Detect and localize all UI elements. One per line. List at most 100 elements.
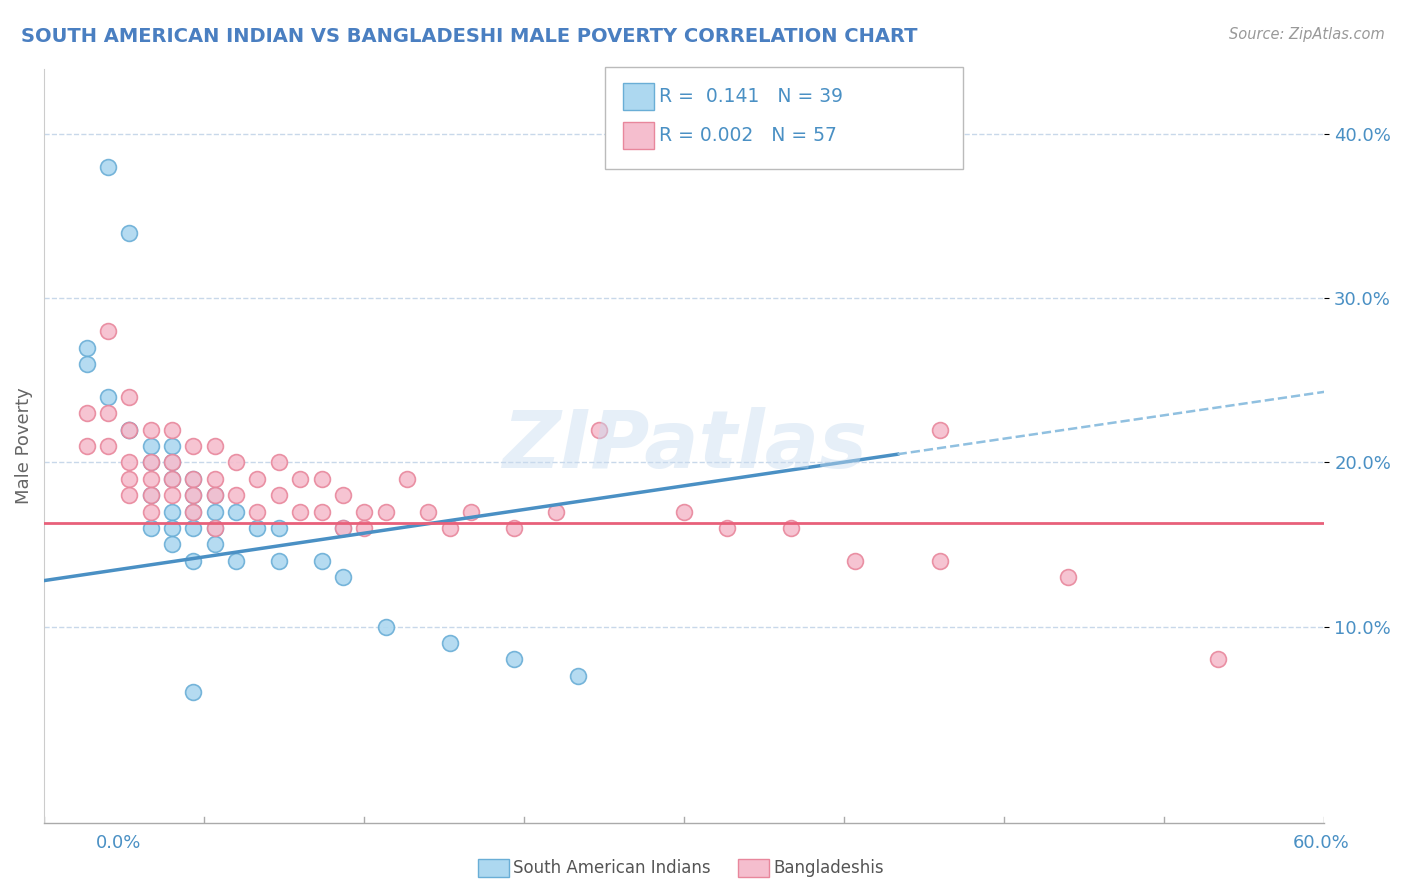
Point — [460, 505, 482, 519]
Point — [118, 472, 141, 486]
Point — [97, 439, 120, 453]
Point — [160, 521, 183, 535]
Point — [118, 390, 141, 404]
Point — [160, 423, 183, 437]
Point — [353, 521, 375, 535]
Point — [246, 505, 269, 519]
Point — [204, 472, 226, 486]
Point — [139, 472, 162, 486]
Point — [929, 554, 952, 568]
Point — [204, 439, 226, 453]
Point — [225, 455, 247, 469]
Point — [332, 488, 354, 502]
Point — [332, 521, 354, 535]
Point — [183, 685, 205, 699]
Point — [311, 554, 333, 568]
Point — [439, 521, 461, 535]
Text: 60.0%: 60.0% — [1294, 834, 1350, 852]
Point — [160, 472, 183, 486]
Point — [183, 488, 205, 502]
Point — [246, 472, 269, 486]
Point — [139, 505, 162, 519]
Point — [160, 505, 183, 519]
Point — [183, 472, 205, 486]
Text: R =  0.141   N = 39: R = 0.141 N = 39 — [659, 87, 844, 106]
Point — [97, 324, 120, 338]
Point — [139, 455, 162, 469]
Point — [139, 488, 162, 502]
Point — [288, 472, 311, 486]
Point — [929, 423, 952, 437]
Point — [160, 472, 183, 486]
Text: R = 0.002   N = 57: R = 0.002 N = 57 — [659, 126, 838, 145]
Point — [374, 505, 396, 519]
Text: ZIPatlas: ZIPatlas — [502, 407, 866, 485]
Point — [97, 406, 120, 420]
Point — [1206, 652, 1229, 666]
Point — [139, 455, 162, 469]
Point — [183, 505, 205, 519]
Point — [118, 226, 141, 240]
Point — [311, 505, 333, 519]
Point — [225, 488, 247, 502]
Point — [204, 505, 226, 519]
Point — [118, 423, 141, 437]
Point — [160, 439, 183, 453]
Point — [418, 505, 440, 519]
Point — [160, 455, 183, 469]
Point — [502, 652, 524, 666]
Point — [567, 669, 589, 683]
Point — [76, 439, 98, 453]
Point — [160, 537, 183, 551]
Point — [139, 521, 162, 535]
Point — [225, 554, 247, 568]
Text: South American Indians: South American Indians — [513, 859, 711, 877]
Point — [332, 570, 354, 584]
Point — [118, 423, 141, 437]
Point — [267, 521, 290, 535]
Point — [183, 521, 205, 535]
Point — [204, 488, 226, 502]
Point — [183, 505, 205, 519]
Point — [267, 488, 290, 502]
Point — [267, 455, 290, 469]
Point — [502, 521, 524, 535]
Point — [204, 521, 226, 535]
Point — [139, 488, 162, 502]
Point — [204, 537, 226, 551]
Point — [118, 488, 141, 502]
Point — [353, 505, 375, 519]
Point — [246, 521, 269, 535]
Point — [183, 488, 205, 502]
Point — [374, 619, 396, 633]
Point — [844, 554, 866, 568]
Point — [139, 423, 162, 437]
Point — [76, 341, 98, 355]
Point — [139, 439, 162, 453]
Point — [267, 554, 290, 568]
Point — [225, 505, 247, 519]
Point — [183, 472, 205, 486]
Point — [118, 455, 141, 469]
Point — [204, 488, 226, 502]
Point — [546, 505, 568, 519]
Point — [439, 636, 461, 650]
Point — [311, 472, 333, 486]
Point — [780, 521, 803, 535]
Text: Source: ZipAtlas.com: Source: ZipAtlas.com — [1229, 27, 1385, 42]
Text: Bangladeshis: Bangladeshis — [773, 859, 884, 877]
Point — [588, 423, 610, 437]
Point — [160, 455, 183, 469]
Point — [76, 406, 98, 420]
Point — [160, 488, 183, 502]
Text: SOUTH AMERICAN INDIAN VS BANGLADESHI MALE POVERTY CORRELATION CHART: SOUTH AMERICAN INDIAN VS BANGLADESHI MAL… — [21, 27, 918, 45]
Point — [716, 521, 738, 535]
Point — [395, 472, 418, 486]
Text: 0.0%: 0.0% — [96, 834, 141, 852]
Point — [288, 505, 311, 519]
Point — [332, 521, 354, 535]
Point — [183, 439, 205, 453]
Point — [1057, 570, 1080, 584]
Point — [673, 505, 696, 519]
Y-axis label: Male Poverty: Male Poverty — [15, 388, 32, 504]
